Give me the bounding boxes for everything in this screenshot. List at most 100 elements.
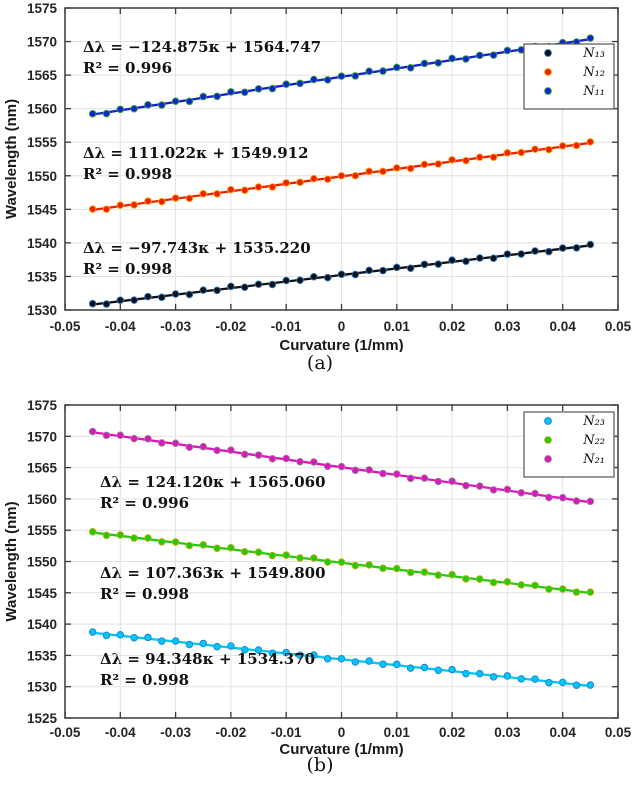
fit-equation: Δλ = 94.348κ + 1534.370: [100, 650, 315, 668]
data-point-N11: [323, 76, 332, 84]
data-point-N23: [365, 657, 373, 665]
x-tick-label: 0.01: [384, 725, 411, 740]
fit-r-squared: R² = 0.998: [100, 671, 189, 689]
y-tick-label: 1565: [27, 461, 58, 476]
data-point-N12: [310, 174, 318, 183]
data-point-N12: [476, 153, 484, 161]
data-point-N11: [296, 79, 304, 88]
data-point-N23: [462, 669, 470, 678]
data-point-N21: [130, 434, 138, 443]
data-point-N13: [116, 296, 125, 304]
data-point-N13: [310, 273, 318, 281]
data-point-N22: [420, 568, 429, 576]
data-point-N23: [227, 642, 235, 650]
data-point-N12: [282, 179, 290, 187]
data-point-N12: [185, 194, 194, 203]
data-point-N23: [545, 678, 553, 687]
x-tick-label: -0.05: [50, 319, 81, 334]
data-point-N13: [351, 270, 360, 279]
data-point-N21: [88, 427, 97, 436]
y-tick-label: 1575: [27, 398, 58, 413]
fit-equation: Δλ = 124.120κ + 1565.060: [100, 473, 326, 491]
data-point-N23: [586, 681, 595, 689]
data-point-N11: [448, 54, 456, 63]
data-point-N13: [531, 247, 539, 255]
data-point-N21: [171, 439, 180, 448]
y-tick-label: 1530: [27, 303, 57, 318]
y-tick-label: 1550: [27, 555, 57, 570]
fit-equation: Δλ = −124.875κ + 1564.747: [83, 38, 321, 56]
data-point-N22: [323, 558, 332, 566]
data-point-N21: [213, 446, 221, 455]
data-point-N12: [531, 145, 539, 154]
data-point-N23: [185, 640, 194, 649]
data-point-N23: [337, 654, 346, 663]
data-point-N12: [213, 190, 221, 198]
series-N21: [88, 427, 595, 506]
data-point-N22: [545, 585, 553, 593]
series-N11: [88, 34, 595, 118]
y-tick-label: 1550: [27, 169, 57, 184]
x-tick-label: 0.02: [439, 319, 465, 334]
data-point-N21: [434, 477, 443, 486]
data-point-N21: [406, 474, 415, 483]
data-point-N21: [586, 497, 595, 506]
data-point-N21: [310, 458, 318, 466]
data-point-N23: [240, 646, 249, 654]
data-point-N12: [102, 205, 111, 213]
data-point-N23: [102, 631, 111, 640]
data-point-N13: [296, 276, 304, 284]
data-point-N13: [130, 296, 138, 304]
data-point-N12: [406, 164, 415, 173]
legend-marker: [544, 436, 552, 444]
data-point-N22: [199, 541, 207, 549]
series-N12: [88, 138, 595, 213]
data-point-N12: [448, 156, 456, 164]
data-point-N22: [489, 578, 498, 587]
data-point-N11: [337, 72, 346, 80]
x-tick-label: -0.02: [216, 725, 247, 740]
data-point-N21: [379, 469, 387, 478]
x-axis-label: Curvature (1/mm): [279, 741, 403, 758]
data-point-N22: [130, 534, 138, 542]
data-point-N13: [88, 299, 97, 308]
data-point-N21: [185, 443, 194, 451]
legend-label: N₁₂: [582, 65, 605, 80]
data-point-N11: [102, 109, 111, 118]
data-point-N23: [351, 658, 360, 666]
data-point-N12: [351, 171, 360, 180]
data-point-N21: [351, 466, 360, 475]
data-point-N13: [213, 286, 221, 295]
data-point-N12: [489, 153, 498, 161]
data-point-N21: [268, 455, 277, 463]
x-tick-label: 0.03: [494, 725, 521, 740]
data-point-N21: [296, 457, 304, 466]
data-point-N22: [116, 531, 125, 539]
data-point-N21: [489, 486, 498, 494]
data-point-N12: [254, 183, 263, 191]
fit-equation: Δλ = −97.743κ + 1535.220: [83, 239, 311, 257]
legend-label: N₂₁: [582, 452, 605, 467]
data-point-N12: [116, 201, 125, 209]
data-point-N13: [434, 260, 443, 268]
data-point-N22: [572, 588, 581, 596]
data-point-N23: [268, 649, 277, 657]
fit-r-squared: R² = 0.998: [100, 585, 189, 603]
data-point-N13: [420, 260, 429, 269]
legend-marker: [544, 49, 552, 57]
y-axis-label: Wavelength (nm): [3, 501, 20, 621]
data-point-N13: [489, 254, 498, 263]
data-point-N11: [434, 59, 443, 67]
data-point-N21: [448, 477, 456, 485]
caption-a: (a): [306, 352, 334, 374]
fit-r-squared: R² = 0.996: [83, 59, 172, 77]
data-point-N13: [503, 250, 512, 258]
data-point-N13: [144, 292, 152, 301]
data-point-N11: [171, 97, 180, 106]
data-point-N22: [351, 561, 360, 570]
y-tick-label: 1525: [27, 711, 58, 726]
data-point-N22: [310, 554, 318, 562]
data-point-N22: [254, 548, 263, 556]
data-point-N22: [586, 588, 595, 596]
data-point-N12: [144, 197, 152, 205]
